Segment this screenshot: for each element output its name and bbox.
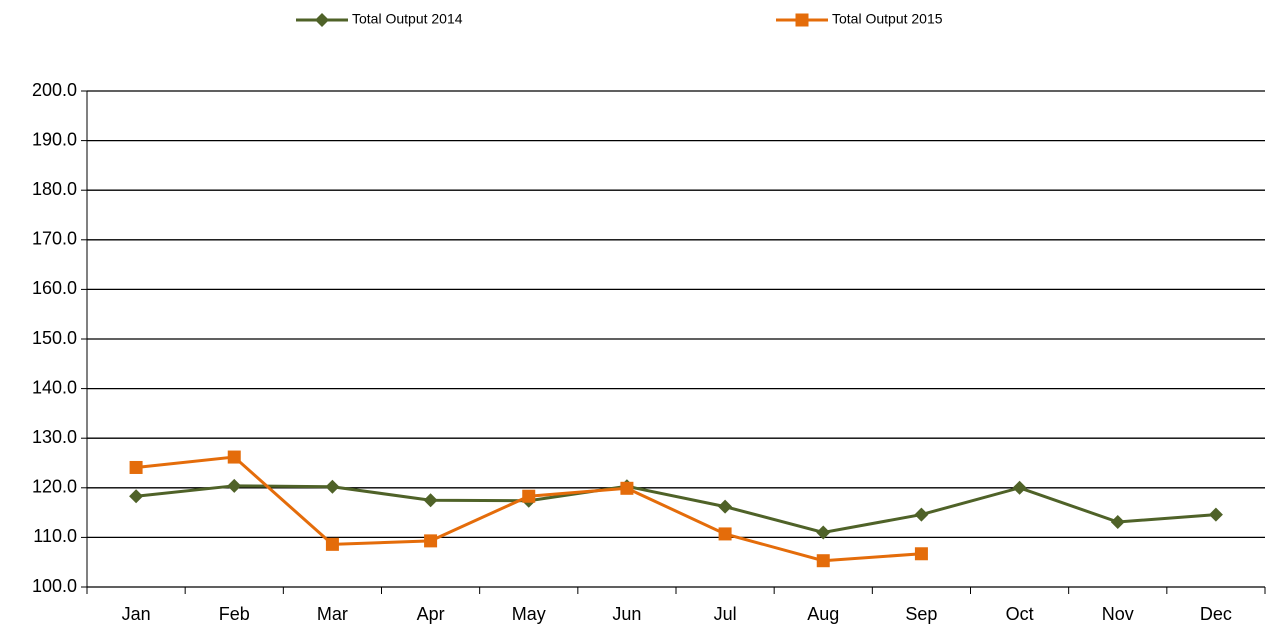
data-point <box>423 493 438 508</box>
x-tick-label: Mar <box>317 604 348 624</box>
data-point <box>424 534 438 548</box>
y-tick-label: 120.0 <box>32 477 77 497</box>
y-tick-label: 100.0 <box>32 576 77 596</box>
data-point <box>914 507 929 522</box>
data-point <box>718 527 732 541</box>
data-point <box>620 481 634 495</box>
x-tick-label: Apr <box>417 604 445 624</box>
legend-marker <box>795 13 809 27</box>
data-point <box>914 547 928 561</box>
data-point <box>1110 515 1125 530</box>
y-tick-label: 110.0 <box>33 526 77 546</box>
data-point <box>1012 480 1027 495</box>
data-point <box>227 450 241 464</box>
y-tick-label: 130.0 <box>32 427 77 447</box>
y-tick-label: 170.0 <box>32 229 77 249</box>
legend-label: Total Output 2014 <box>352 11 463 27</box>
x-tick-label: Oct <box>1006 604 1034 624</box>
x-tick-label: Jun <box>612 604 641 624</box>
data-point <box>129 489 144 504</box>
x-tick-label: Aug <box>807 604 839 624</box>
y-tick-label: 150.0 <box>32 328 77 348</box>
y-tick-label: 190.0 <box>32 129 77 149</box>
data-point <box>227 478 242 493</box>
y-tick-label: 200.0 <box>32 80 77 100</box>
y-tick-label: 180.0 <box>32 179 77 199</box>
series-line <box>135 484 1217 534</box>
data-point <box>325 479 340 494</box>
x-tick-label: Dec <box>1200 604 1232 624</box>
legend-label: Total Output 2015 <box>832 11 943 27</box>
data-point <box>718 499 733 514</box>
x-tick-label: Nov <box>1102 604 1134 624</box>
y-tick-label: 160.0 <box>32 278 77 298</box>
x-tick-label: May <box>512 604 546 624</box>
series-line <box>135 455 922 563</box>
data-point <box>816 554 830 568</box>
data-point <box>816 525 831 540</box>
data-point <box>325 537 339 551</box>
x-tick-label: Jul <box>714 604 737 624</box>
data-point <box>1208 507 1223 522</box>
y-tick-label: 140.0 <box>32 377 77 397</box>
x-tick-label: Feb <box>219 604 250 624</box>
x-tick-label: Jan <box>122 604 151 624</box>
legend-marker <box>315 13 329 27</box>
data-point <box>129 460 143 474</box>
data-point <box>522 489 536 503</box>
x-tick-label: Sep <box>905 604 937 624</box>
